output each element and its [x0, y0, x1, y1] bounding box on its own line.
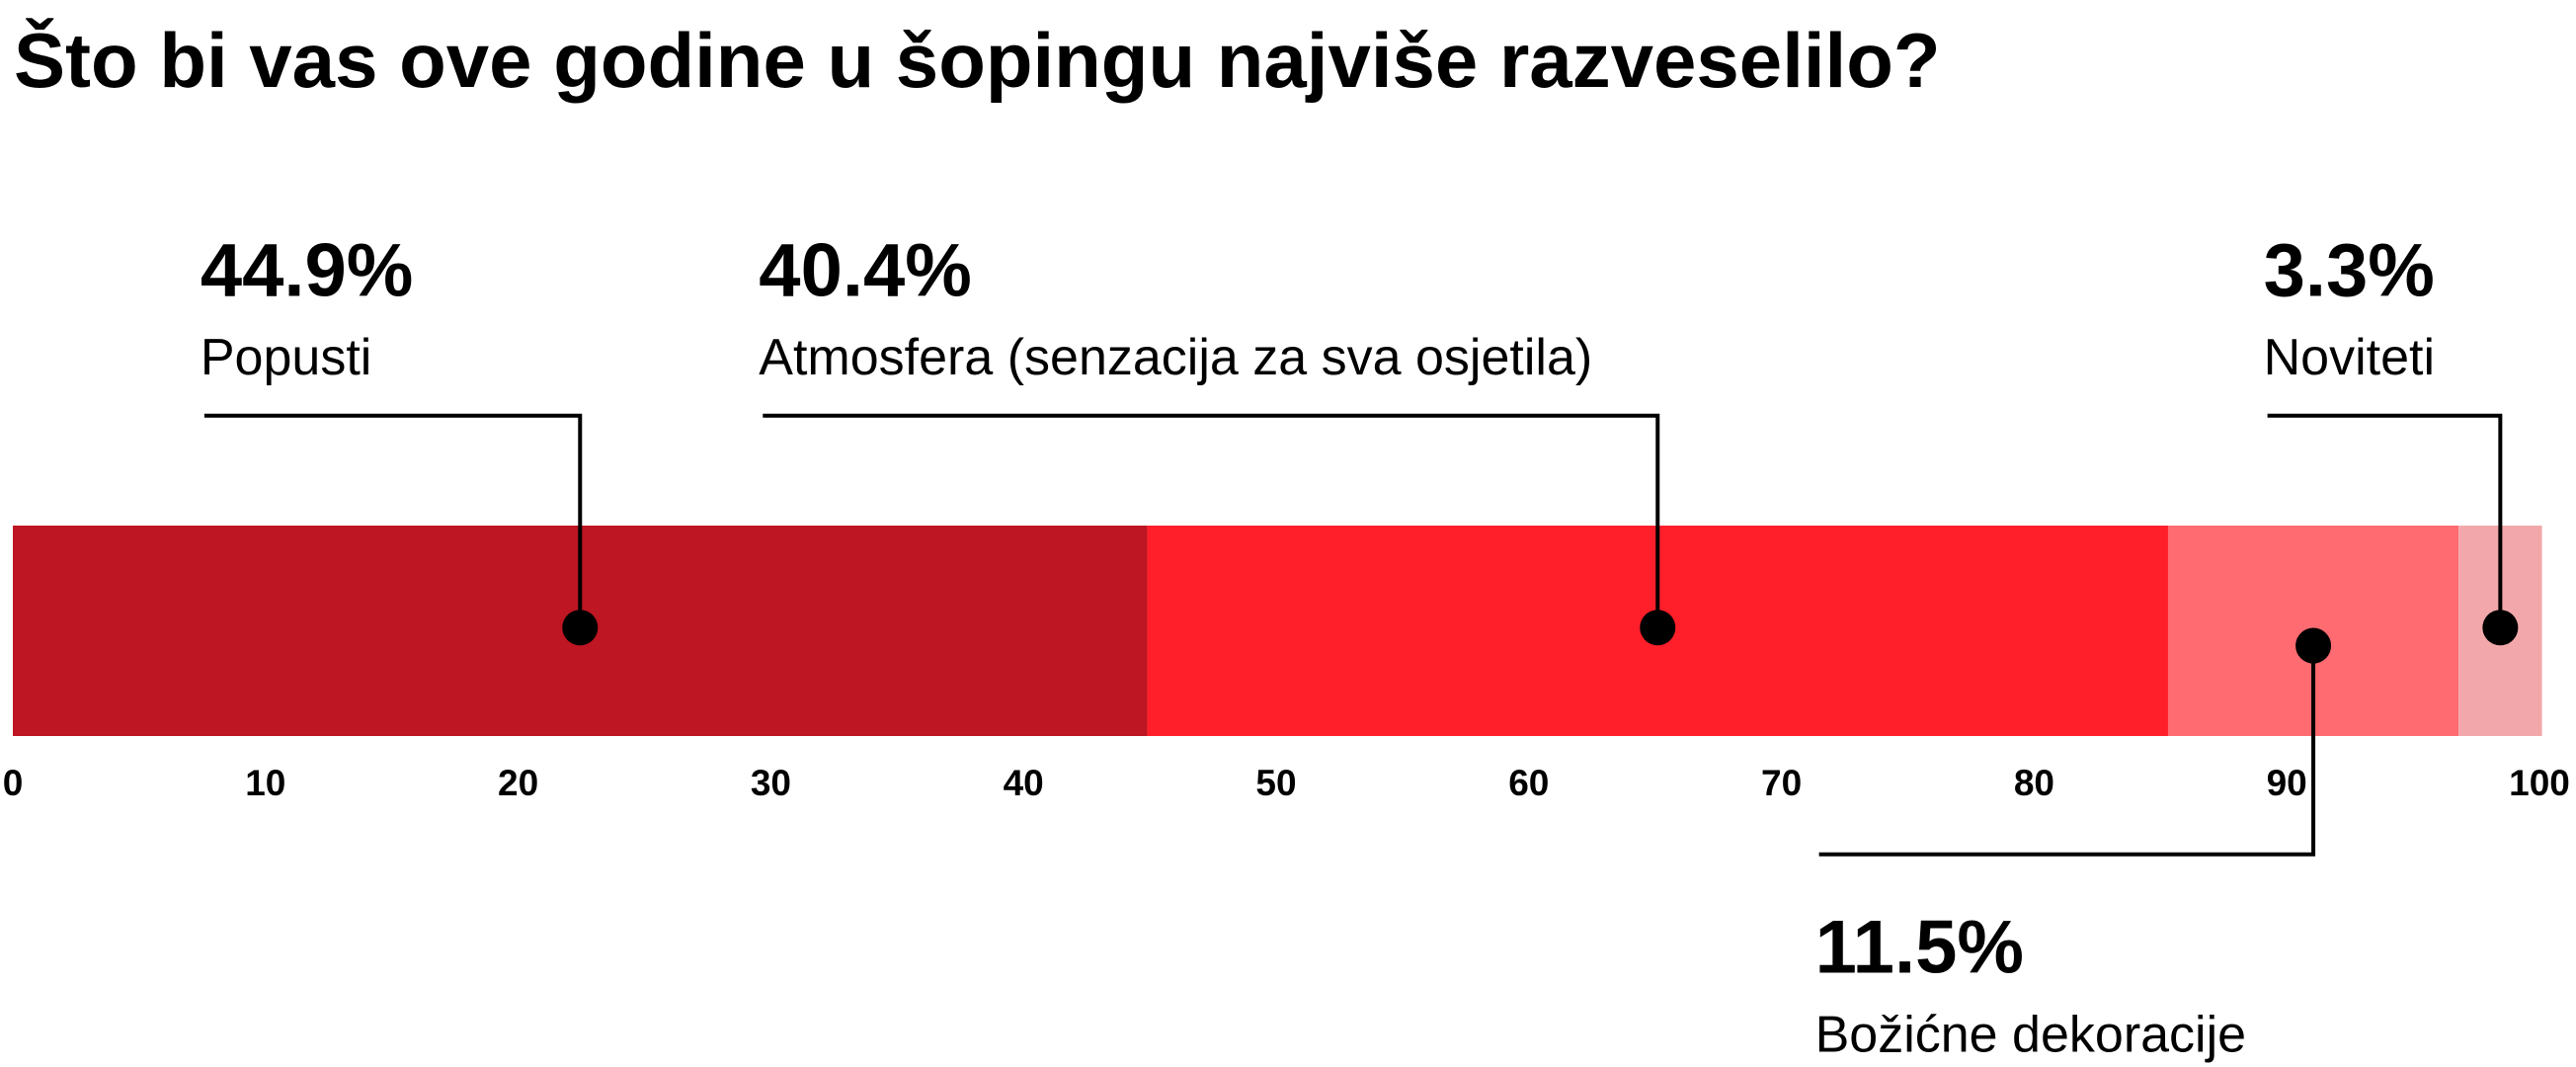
value-label: 3.3% — [2264, 228, 2435, 312]
x-tick-label: 60 — [1508, 763, 1549, 803]
value-label: 44.9% — [201, 228, 413, 312]
x-tick-label: 40 — [1004, 763, 1044, 803]
x-tick-label: 80 — [2014, 763, 2054, 803]
category-label: Noviteti — [2264, 329, 2435, 386]
leader-line — [763, 413, 1660, 628]
value-label: 11.5% — [1815, 905, 2024, 989]
x-tick-label: 0 — [3, 763, 24, 803]
x-tick-label: 70 — [1761, 763, 1802, 803]
value-label: 40.4% — [759, 228, 972, 312]
chart-title: Što bi vas ove godine u šopingu najviše … — [14, 17, 1941, 104]
x-tick-label: 10 — [245, 763, 285, 803]
x-tick-label: 20 — [498, 763, 538, 803]
leader-dot — [2482, 610, 2519, 646]
leader-dot — [2295, 627, 2332, 664]
x-tick-label: 90 — [2267, 763, 2307, 803]
x-tick-label: 30 — [751, 763, 791, 803]
category-label: Popusti — [201, 329, 371, 386]
category-label: Božićne dekoracije — [1815, 1006, 2246, 1063]
category-label: Atmosfera (senzacija za sva osjetila) — [759, 329, 1592, 386]
x-tick-label: 100 — [2509, 763, 2570, 803]
leader-dot — [1640, 610, 1676, 646]
leader-dot — [562, 610, 599, 646]
x-tick-label: 50 — [1255, 763, 1296, 803]
leader-line — [203, 413, 583, 628]
leader-line — [1818, 645, 2316, 857]
leader-line — [2267, 413, 2503, 628]
